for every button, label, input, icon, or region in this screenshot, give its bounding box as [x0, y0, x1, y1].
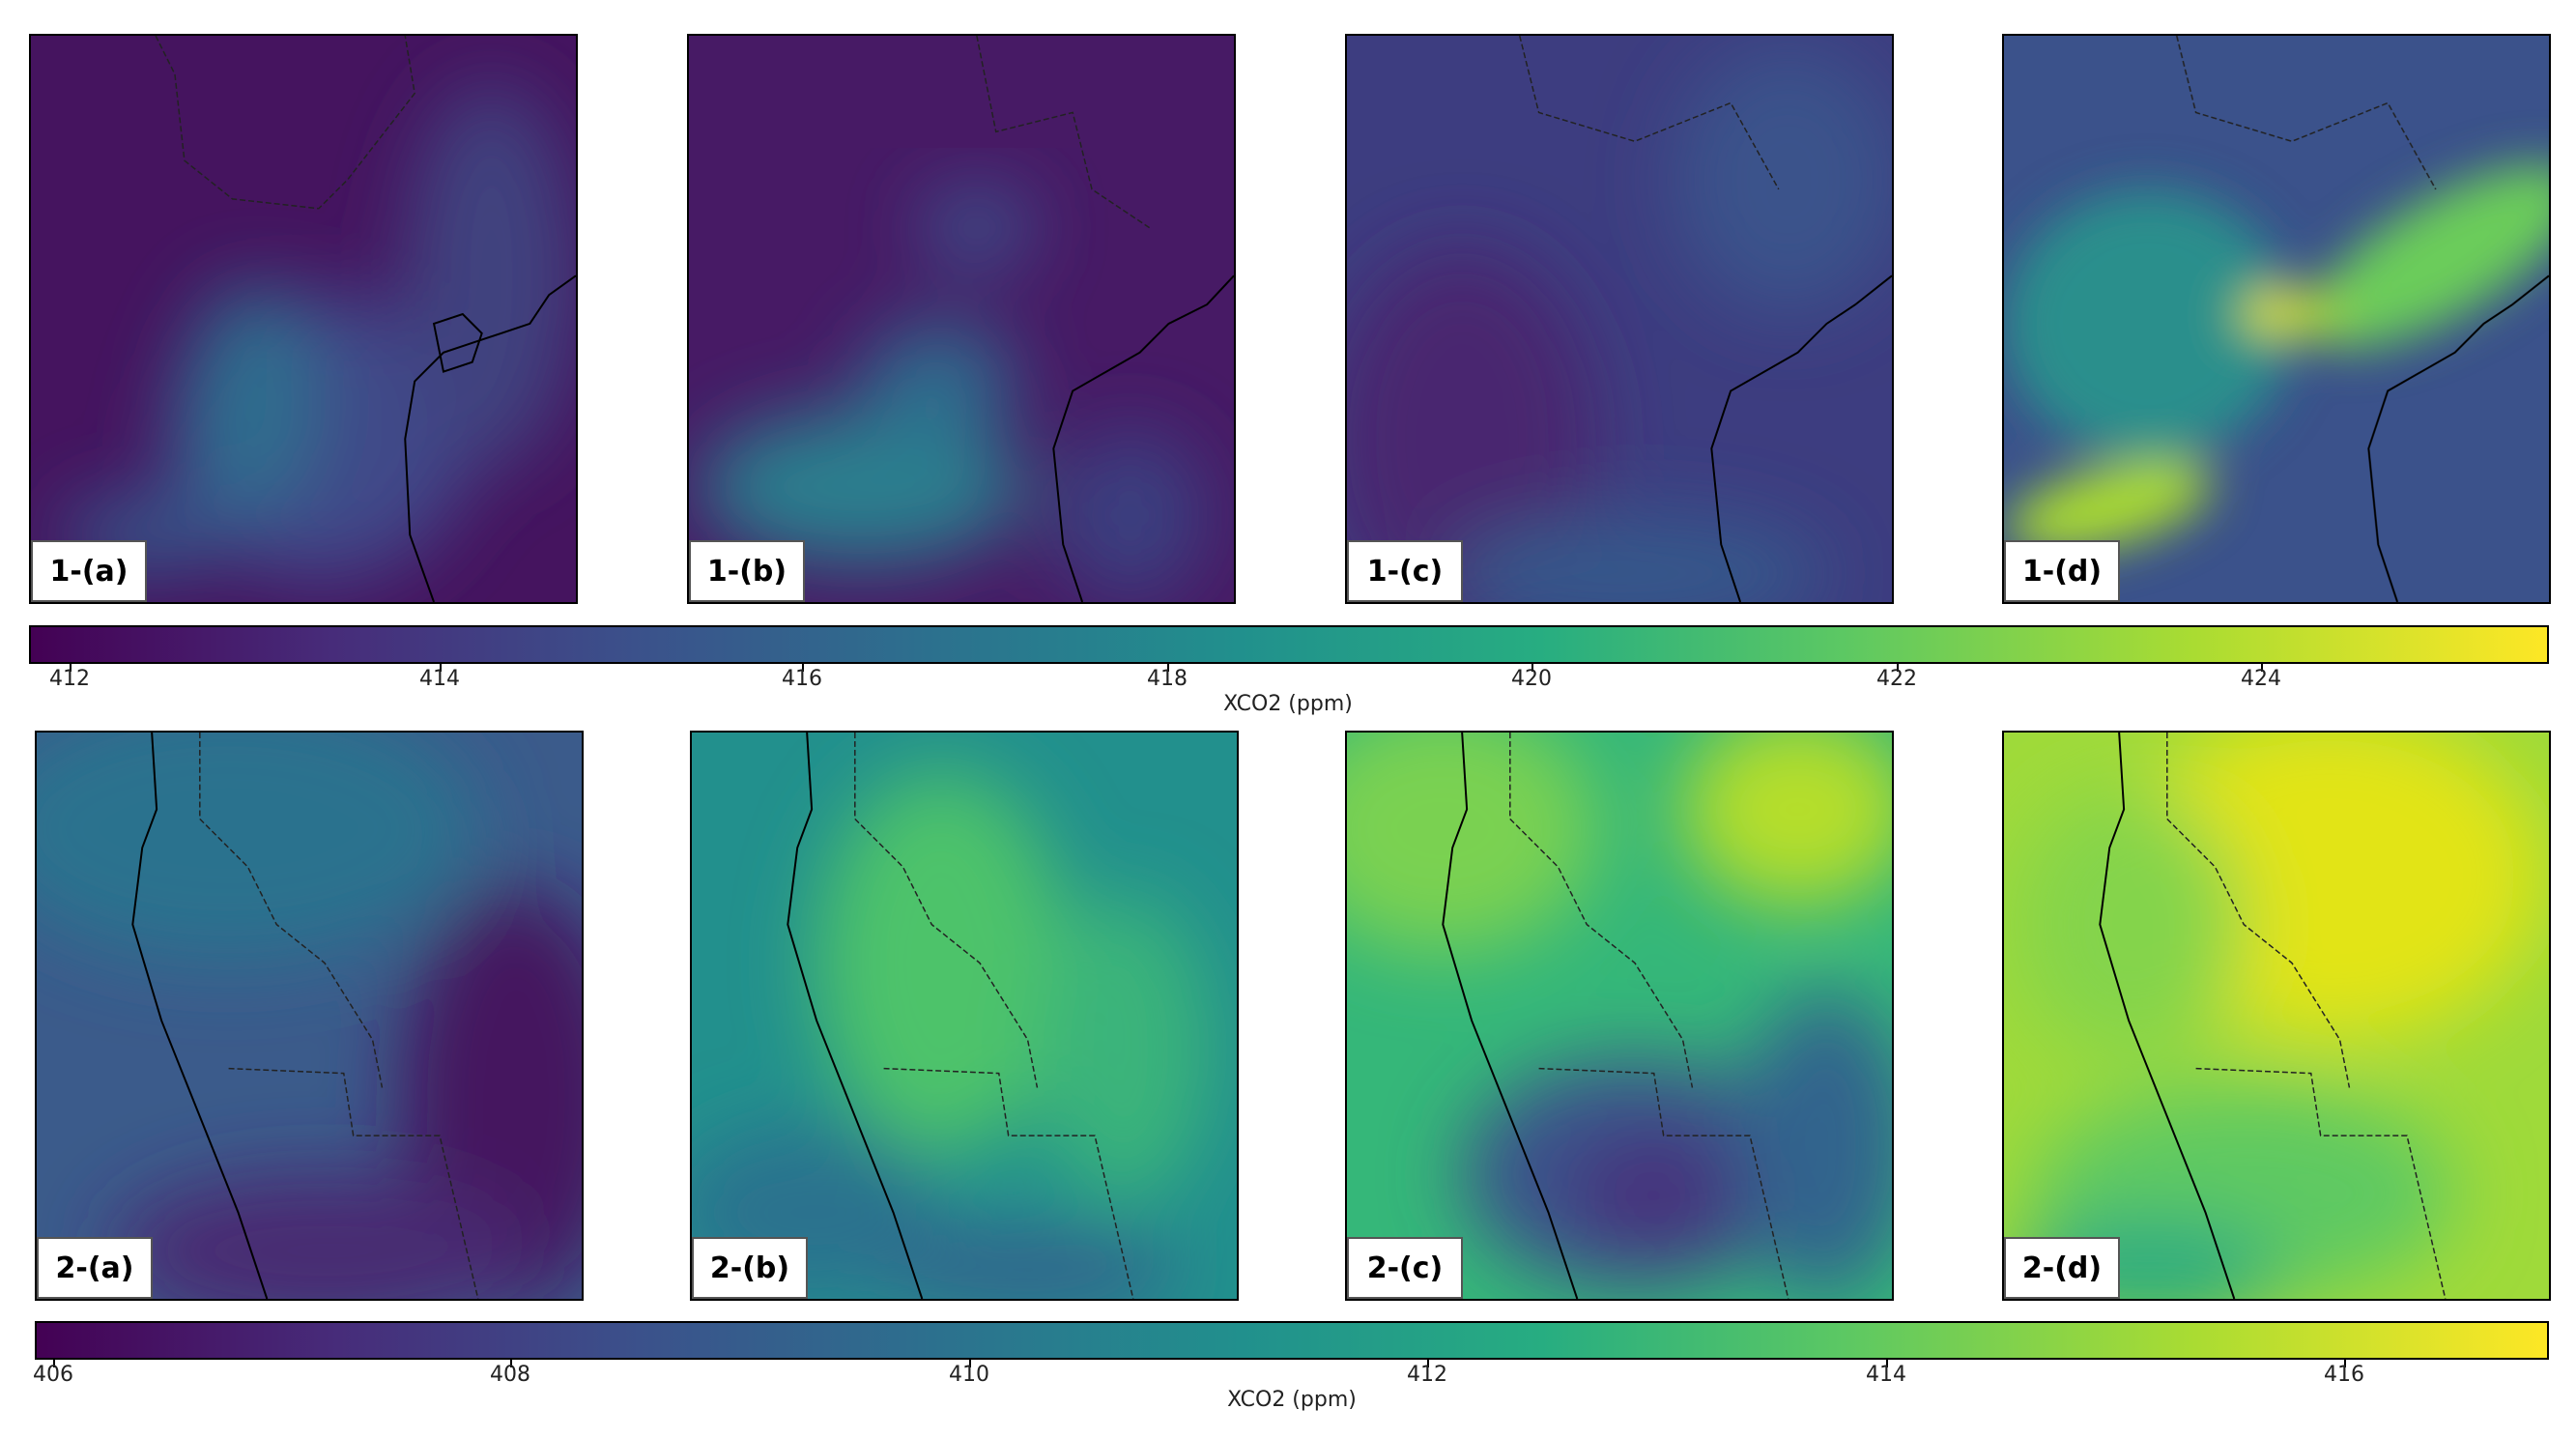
- colorbar-2: [35, 1321, 2549, 1360]
- colorbar-2-tick: 410: [949, 1363, 989, 1387]
- colorbar-2-tick: 414: [1866, 1363, 1906, 1387]
- panel-label: 1-(c): [1347, 540, 1463, 602]
- map-panel-2d: 2-(d): [2002, 731, 2551, 1301]
- panel-label: 1-(d): [2004, 540, 2120, 602]
- colorbar-1-tick: 418: [1147, 667, 1188, 691]
- colorbar-1-tick: 416: [782, 667, 822, 691]
- map-panel-2c: 2-(c): [1345, 731, 1894, 1301]
- colorbar-2-tick: 408: [490, 1363, 530, 1387]
- colorbar-1-tick: 422: [1876, 667, 1917, 691]
- colorbar-1-tick: 424: [2241, 667, 2281, 691]
- colorbar-2-tick: 406: [33, 1363, 73, 1387]
- colorbar-2-tick: 416: [2324, 1363, 2364, 1387]
- colorbar-1-tick: 412: [49, 667, 90, 691]
- panel-label: 1-(b): [689, 540, 805, 602]
- colorbar-1-label: XCO2 (ppm): [1223, 692, 1353, 716]
- panel-label: 2-(a): [37, 1237, 153, 1299]
- panel-label: 1-(a): [31, 540, 147, 602]
- colorbar-1: [29, 625, 2549, 664]
- map-panel-1d: 1-(d): [2002, 34, 2551, 604]
- map-panel-2a: 2-(a): [35, 731, 584, 1301]
- colorbar-2-tick: 412: [1407, 1363, 1447, 1387]
- colorbar-2-label: XCO2 (ppm): [1227, 1388, 1357, 1412]
- panel-label: 2-(c): [1347, 1237, 1463, 1299]
- map-panel-2b: 2-(b): [690, 731, 1239, 1301]
- panel-label: 2-(b): [692, 1237, 808, 1299]
- map-panel-1b: 1-(b): [687, 34, 1236, 604]
- map-panel-1a: 1-(a): [29, 34, 578, 604]
- map-panel-1c: 1-(c): [1345, 34, 1894, 604]
- colorbar-1-tick: 420: [1511, 667, 1552, 691]
- panel-label: 2-(d): [2004, 1237, 2120, 1299]
- colorbar-1-tick: 414: [419, 667, 460, 691]
